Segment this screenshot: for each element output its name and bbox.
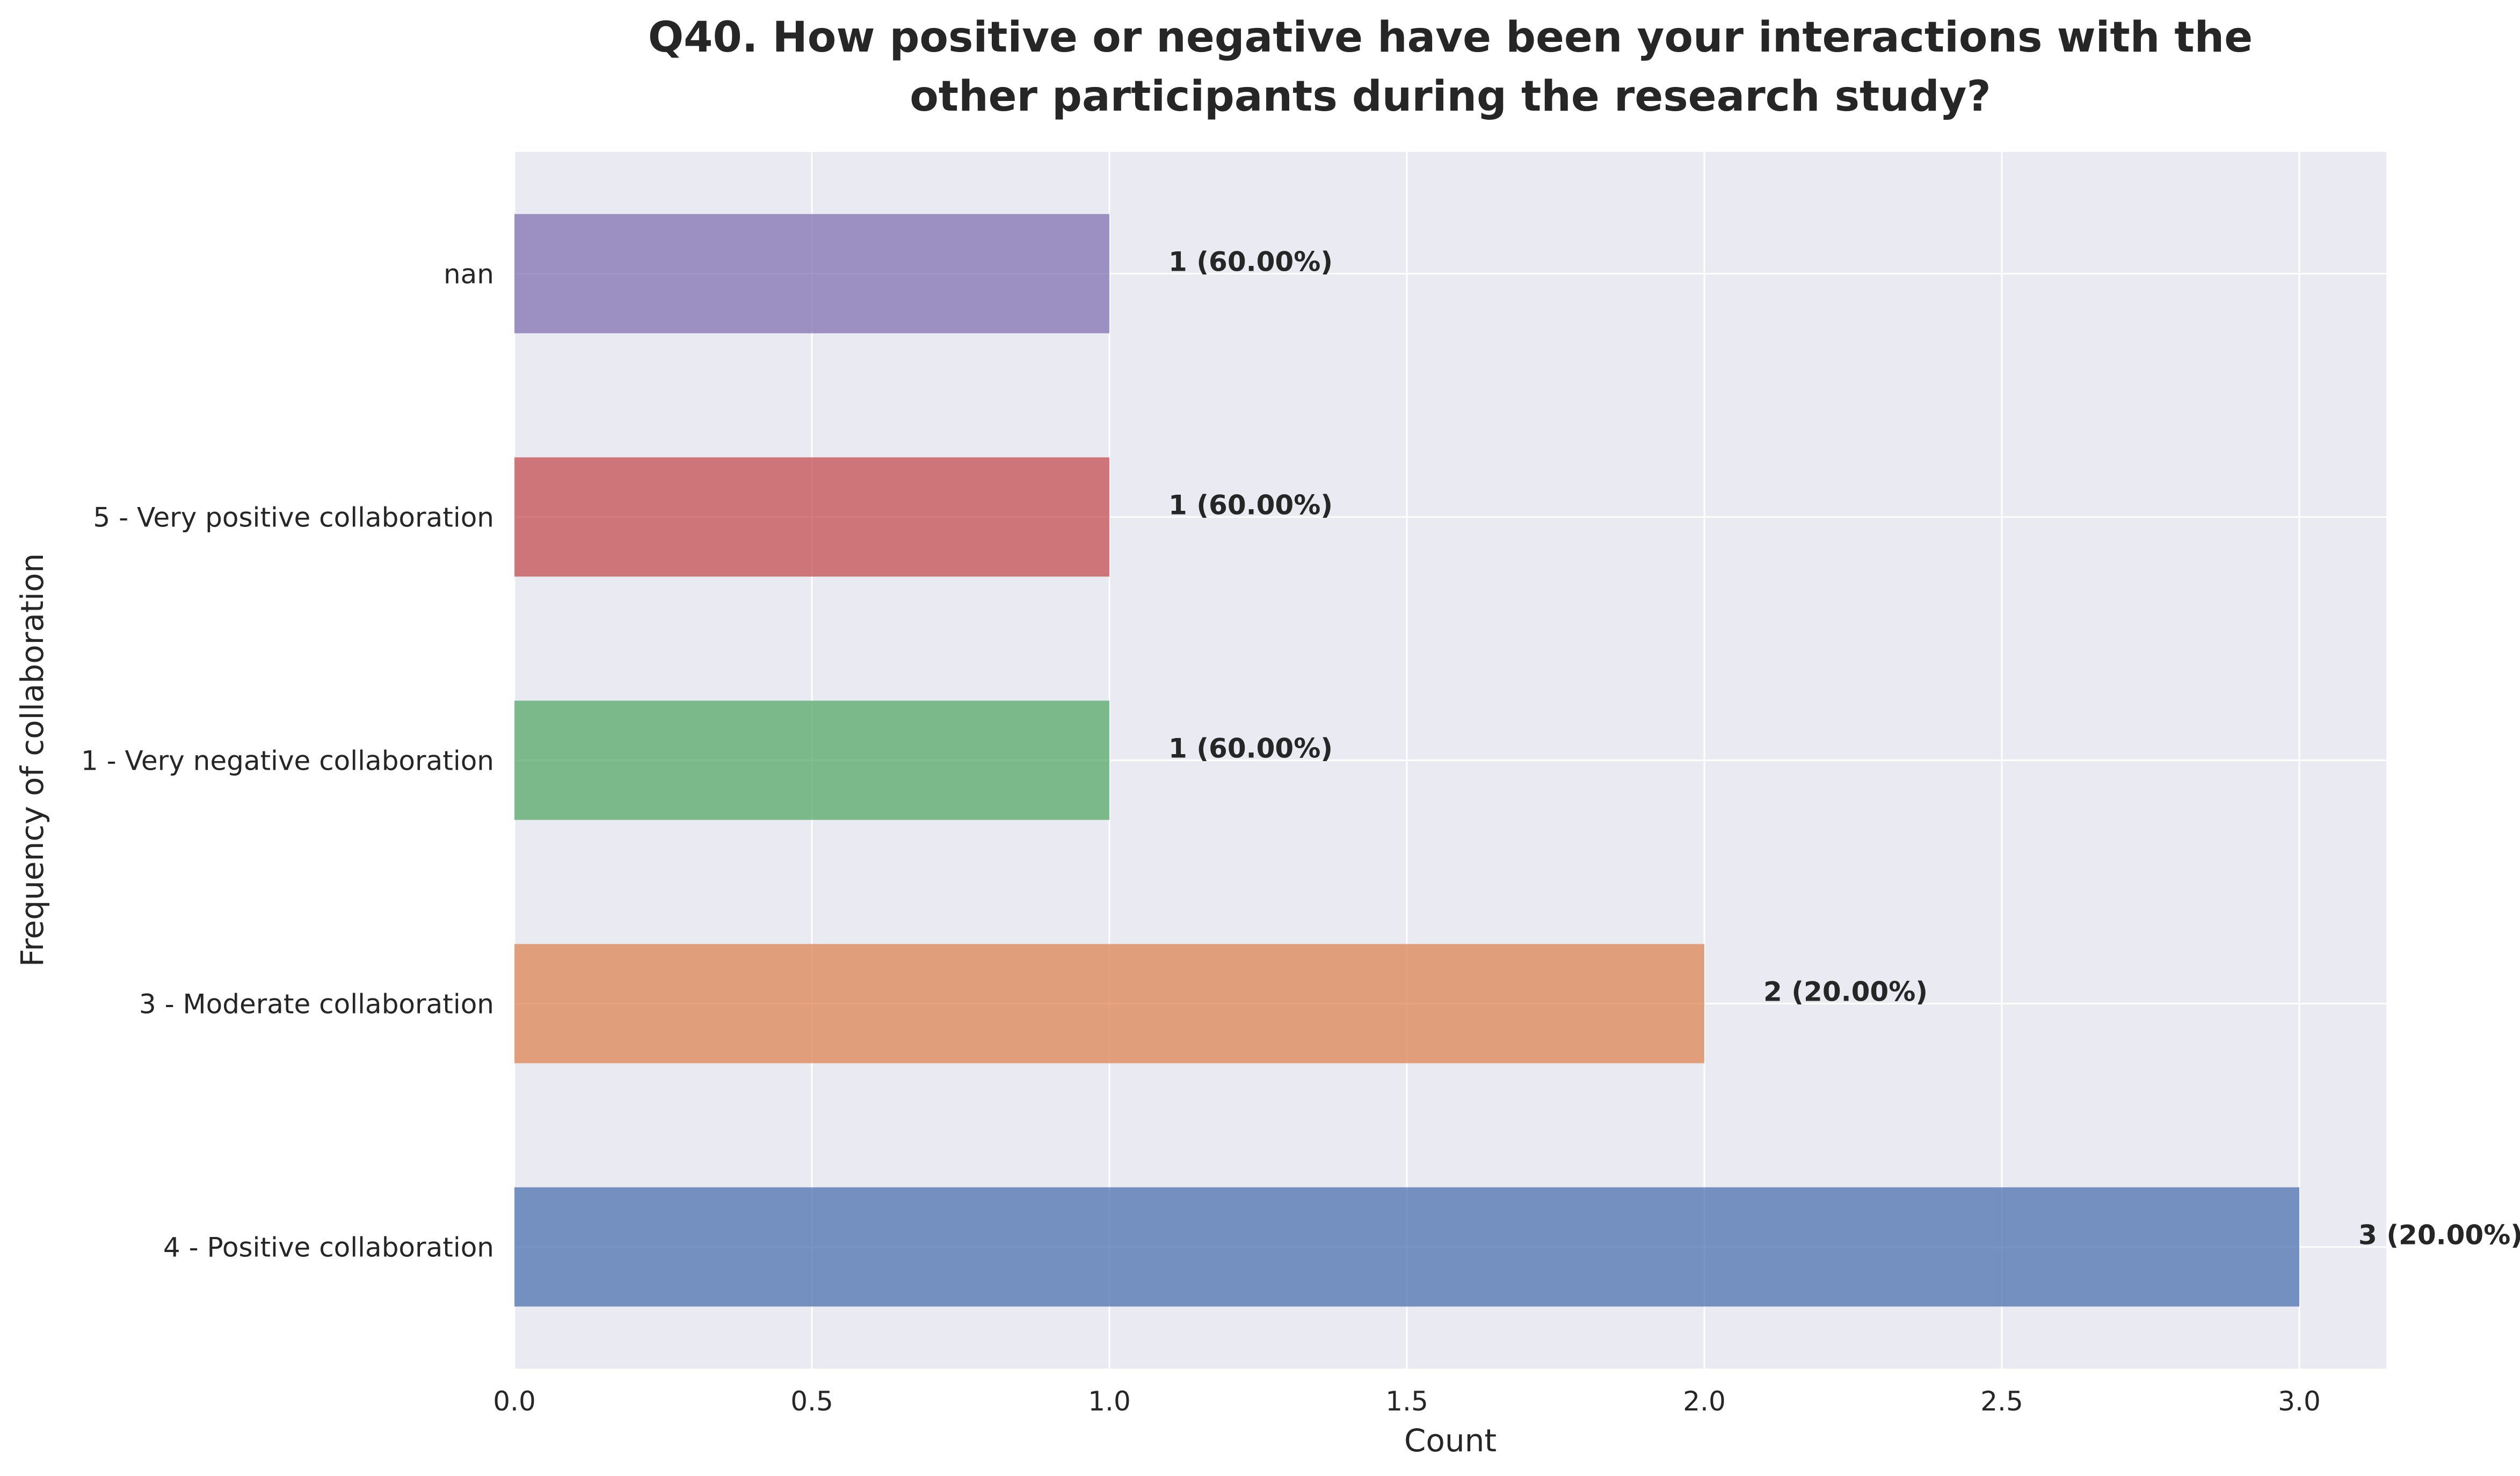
- y-tick-label: 5 - Very positive collaboration: [93, 502, 494, 533]
- chart-title: Q40. How positive or negative have been …: [648, 13, 2253, 121]
- bar-3: [514, 700, 1109, 820]
- y-tick-label: 4 - Positive collaboration: [163, 1232, 494, 1263]
- data-label-1: 3 (20.00%): [2358, 1220, 2520, 1251]
- data-label-4: 1 (60.00%): [1168, 490, 1333, 521]
- x-tick-label: 1.5: [1385, 1386, 1428, 1417]
- data-label-5: 1 (60.00%): [1168, 247, 1333, 278]
- y-axis-ticks: 4 - Positive collaboration 3 - Moderate c…: [81, 259, 494, 1263]
- x-tick-label: 2.5: [1980, 1386, 2023, 1417]
- bar-4: [514, 457, 1109, 577]
- bars: [514, 214, 2299, 1307]
- x-tick-label: 1.0: [1088, 1386, 1131, 1417]
- x-axis-ticks: 0.0 0.5 1.0 1.5 2.0 2.5 3.0: [493, 1386, 2321, 1417]
- x-tick-label: 3.0: [2278, 1386, 2321, 1417]
- bar-1: [514, 1187, 2299, 1307]
- y-tick-label: 1 - Very negative collaboration: [81, 746, 494, 777]
- x-tick-label: 0.5: [790, 1386, 833, 1417]
- data-labels: 3 (20.00%) 2 (20.00%) 1 (60.00%) 1 (60.00%)…: [1168, 247, 2520, 1251]
- y-tick-label: 3 - Moderate collaboration: [139, 989, 494, 1020]
- x-tick-label: 2.0: [1683, 1386, 1726, 1417]
- x-tick-label: 0.0: [493, 1386, 536, 1417]
- x-axis-label: Count: [1404, 1422, 1497, 1459]
- bar-5: [514, 214, 1109, 334]
- y-tick-label: nan: [444, 259, 494, 290]
- data-label-2: 2 (20.00%): [1763, 976, 1928, 1008]
- chart-title-line-1: Q40. How positive or negative have been …: [648, 13, 2253, 62]
- bar-2: [514, 944, 1704, 1063]
- y-axis-label: Frequency of collaboration: [14, 553, 50, 967]
- chart-title-line-2: other participants during the research s…: [910, 73, 1991, 121]
- data-label-3: 1 (60.00%): [1168, 733, 1333, 764]
